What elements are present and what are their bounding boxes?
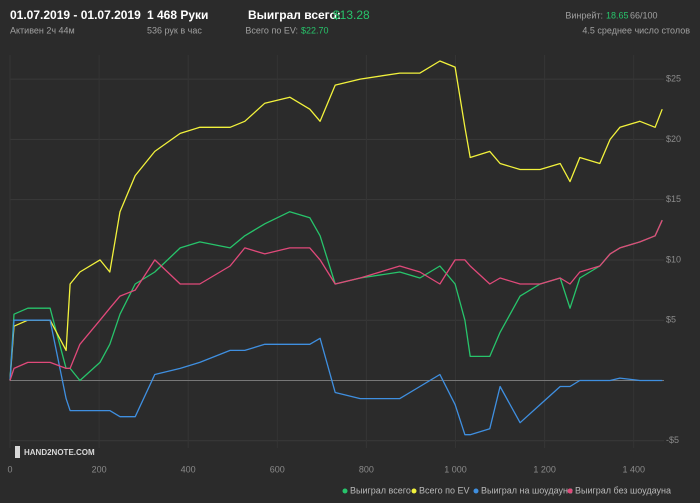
legend-marker <box>342 488 348 494</box>
won-label: Выиграл всего: <box>248 8 341 22</box>
ev-value: $22.70 <box>301 25 329 35</box>
hands: 1 468 Руки <box>147 8 208 22</box>
legend-marker <box>567 488 573 494</box>
y-tick-label: $10 <box>666 254 681 264</box>
logo-icon <box>15 446 20 458</box>
legend-label: Всего по EV <box>419 485 469 495</box>
legend-label: Выиграл всего <box>350 485 411 495</box>
series-line <box>9 60 663 381</box>
series-line <box>9 319 663 436</box>
date-range: 01.07.2019 - 01.07.2019 <box>10 8 141 22</box>
avg-tables: 4.5 среднее число столов <box>582 25 690 35</box>
x-tick-label: 1 000 <box>444 464 467 474</box>
watermark: HAND2NOTE.COM <box>24 448 95 457</box>
winrate-sample: 66/100 <box>630 10 658 20</box>
y-tick-label: $25 <box>666 73 681 83</box>
y-tick-label: -$5 <box>666 435 679 445</box>
legend-label: Выиграл на шоудауне <box>481 485 573 495</box>
series-line <box>9 219 663 381</box>
x-tick-label: 0 <box>7 464 12 474</box>
x-tick-label: 1 200 <box>533 464 556 474</box>
hands-per-hour: 536 рук в час <box>147 25 202 35</box>
y-tick-label: $5 <box>666 315 676 325</box>
x-tick-label: 200 <box>92 464 107 474</box>
plot: -$5 $5 $10 $15 $20 $25 0 200 400 600 800 1 000 1 200… <box>7 55 681 495</box>
legend-label: Выиграл без шоудауна <box>575 485 671 495</box>
y-tick-label: $15 <box>666 194 681 204</box>
winrate-label: Винрейт: <box>565 10 603 20</box>
legend-marker <box>411 488 417 494</box>
x-tick-label: 400 <box>181 464 196 474</box>
active-time: Активен 2ч 44м <box>10 25 75 35</box>
ev-label: Всего по EV: <box>245 25 298 35</box>
y-tick-label: $20 <box>666 134 681 144</box>
legend-marker <box>473 488 479 494</box>
won-value: $13.28 <box>333 8 370 22</box>
x-tick-label: 600 <box>270 464 285 474</box>
winrate-value: 18.65 <box>606 10 629 20</box>
x-tick-label: 1 400 <box>622 464 645 474</box>
x-tick-label: 800 <box>359 464 374 474</box>
